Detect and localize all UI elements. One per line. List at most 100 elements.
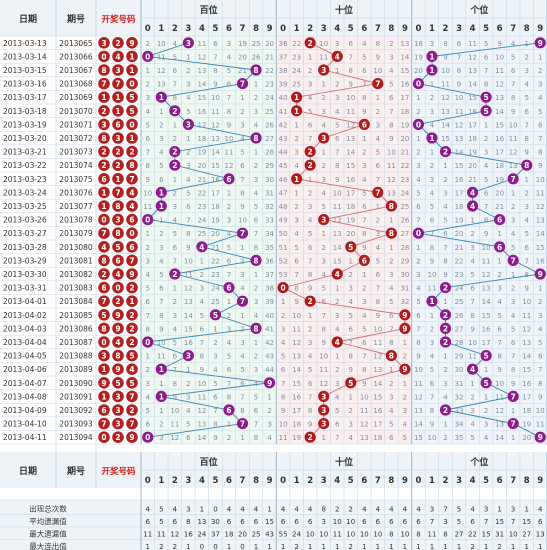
stat-value: 6 bbox=[362, 518, 367, 526]
miss-value: 18 bbox=[373, 434, 382, 442]
miss-value: 17 bbox=[400, 94, 409, 102]
miss-value: 3 bbox=[173, 203, 177, 211]
draw-ball bbox=[112, 37, 124, 49]
miss-value: 19 bbox=[211, 217, 220, 225]
miss-value: 4 bbox=[240, 353, 245, 361]
miss-value: 3 bbox=[335, 312, 339, 320]
miss-value: 42 bbox=[265, 339, 274, 347]
stat-value: 3 bbox=[443, 518, 447, 526]
miss-value: 21 bbox=[238, 67, 247, 75]
miss-value: 1 bbox=[254, 81, 258, 89]
miss-value: 12 bbox=[211, 121, 220, 129]
miss-value: 3 bbox=[146, 380, 150, 388]
miss-value: 12 bbox=[495, 407, 504, 415]
miss-value: 7 bbox=[213, 407, 217, 415]
miss-value: 1 bbox=[389, 244, 393, 252]
hit-ball bbox=[331, 268, 343, 280]
miss-value: 2 bbox=[524, 53, 528, 61]
hit-ball bbox=[318, 64, 330, 76]
hit-ball bbox=[155, 186, 167, 198]
stat-value: 4 bbox=[538, 505, 543, 513]
miss-value: 2 bbox=[362, 285, 366, 293]
draw-ball-number: 5 bbox=[129, 93, 134, 102]
digit-header: 7 bbox=[375, 24, 381, 34]
miss-value: 4 bbox=[213, 366, 218, 374]
hit-ball bbox=[223, 282, 235, 294]
miss-value: 14 bbox=[292, 366, 301, 374]
miss-value: 1 bbox=[227, 189, 231, 197]
miss-value: 4 bbox=[146, 393, 151, 401]
hit-ball bbox=[480, 91, 492, 103]
miss-value: 11 bbox=[536, 189, 545, 197]
row-date: 2013-03-29 bbox=[3, 256, 47, 265]
hit-ball-number: 0 bbox=[280, 284, 285, 293]
hit-ball bbox=[318, 404, 330, 416]
miss-value: 41 bbox=[265, 325, 274, 333]
miss-value: 5 bbox=[335, 407, 339, 415]
miss-value: 9 bbox=[240, 203, 244, 211]
hit-ball bbox=[480, 105, 492, 117]
draw-ball-number: 1 bbox=[115, 175, 120, 184]
miss-value: 25 bbox=[265, 108, 274, 116]
hit-ball-number: 3 bbox=[321, 216, 326, 225]
row-issue: 2013075 bbox=[59, 175, 93, 184]
miss-value: 38 bbox=[265, 285, 274, 293]
miss-value: 6 bbox=[321, 298, 326, 306]
miss-value: 3 bbox=[511, 217, 515, 225]
miss-value: 11 bbox=[468, 353, 477, 361]
miss-value: 3 bbox=[159, 244, 163, 252]
draw-ball-number: 4 bbox=[115, 52, 120, 61]
draw-ball-number: 3 bbox=[101, 352, 106, 361]
miss-value: 6 bbox=[389, 312, 394, 320]
stat-value: 11 bbox=[157, 530, 166, 538]
miss-value: 5 bbox=[173, 230, 177, 238]
miss-value: 22 bbox=[265, 67, 274, 75]
miss-value: 11 bbox=[495, 67, 504, 75]
miss-value: 7 bbox=[240, 176, 244, 184]
hit-ball bbox=[507, 254, 519, 266]
miss-value: 10 bbox=[509, 121, 518, 129]
hit-ball bbox=[318, 418, 330, 430]
miss-value: 5 bbox=[186, 421, 190, 429]
miss-value: 2 bbox=[308, 189, 312, 197]
miss-value: 6 bbox=[362, 203, 367, 211]
miss-value: 7 bbox=[416, 325, 420, 333]
miss-value: 1 bbox=[524, 176, 528, 184]
stat-value: 2 bbox=[349, 543, 353, 550]
row-date: 2013-03-28 bbox=[3, 243, 47, 252]
hit-ball-number: 2 bbox=[308, 433, 313, 442]
draw-ball-number: 5 bbox=[129, 352, 134, 361]
miss-value: 4 bbox=[159, 149, 164, 157]
miss-value: 11 bbox=[143, 203, 152, 211]
miss-value: 4 bbox=[376, 135, 381, 143]
miss-value: 18 bbox=[211, 203, 220, 211]
digit-header: 0 bbox=[145, 24, 151, 34]
hit-ball bbox=[318, 214, 330, 226]
hit-ball-number: 4 bbox=[335, 338, 340, 347]
hit-ball-number: 8 bbox=[389, 352, 394, 361]
hit-ball-number: 1 bbox=[159, 202, 164, 211]
miss-value: 12 bbox=[157, 67, 166, 75]
draw-ball bbox=[98, 200, 110, 212]
draw-ball bbox=[98, 173, 110, 185]
miss-value: 8 bbox=[457, 67, 461, 75]
draw-ball bbox=[112, 173, 124, 185]
miss-value: 2 bbox=[389, 380, 393, 388]
miss-value: 32 bbox=[265, 203, 274, 211]
miss-value: 11 bbox=[157, 53, 166, 61]
miss-value: 6 bbox=[240, 162, 245, 170]
stat-value: 27 bbox=[455, 530, 464, 538]
draw-ball-number: 2 bbox=[101, 107, 106, 116]
miss-value: 6 bbox=[227, 257, 232, 265]
miss-value: 8 bbox=[240, 189, 244, 197]
draw-ball-number: 7 bbox=[101, 420, 106, 429]
miss-value: 6 bbox=[349, 325, 354, 333]
miss-value: 5 bbox=[389, 298, 393, 306]
miss-value: 1 bbox=[159, 108, 163, 116]
miss-value: 13 bbox=[184, 298, 193, 306]
miss-value: 5 bbox=[321, 285, 325, 293]
miss-value: 32 bbox=[455, 393, 464, 401]
draw-ball bbox=[126, 64, 138, 76]
miss-value: 4 bbox=[254, 121, 259, 129]
miss-value: 25 bbox=[211, 298, 220, 306]
